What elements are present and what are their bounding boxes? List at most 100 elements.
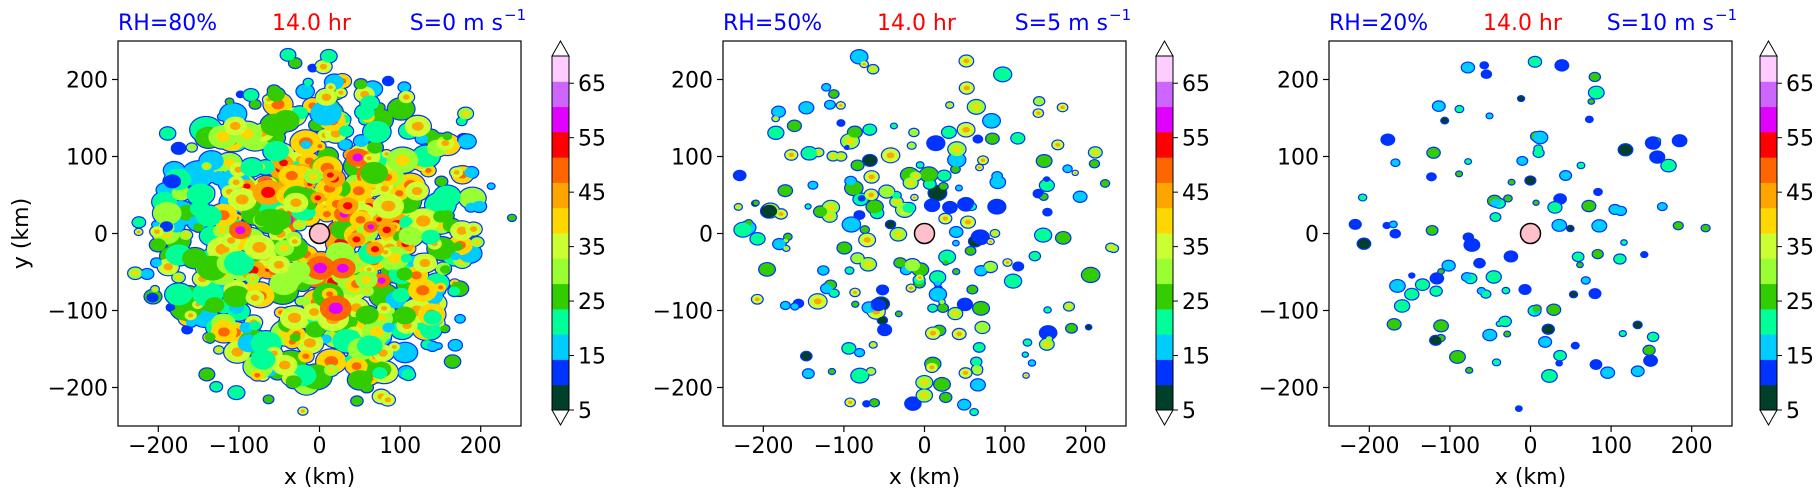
rain-cell xyxy=(223,250,255,276)
colorbar-segment xyxy=(1760,258,1777,285)
rain-cell xyxy=(927,136,945,150)
rain-cell-core xyxy=(376,217,382,222)
rain-cell xyxy=(1438,269,1444,274)
rain-cell-core xyxy=(187,313,194,318)
rain-cell xyxy=(934,280,941,286)
rain-cell xyxy=(1481,70,1491,78)
colorbar-extend-max xyxy=(1759,39,1778,57)
rain-cell xyxy=(1631,366,1644,376)
rain-cell-core xyxy=(235,194,249,205)
colorbar-segment xyxy=(552,283,569,310)
rain-cell xyxy=(1533,200,1539,205)
colorbar-segment xyxy=(552,308,569,335)
x-tick-label: −200 xyxy=(1339,434,1399,459)
colorbar-tick-label: 5 xyxy=(578,399,592,424)
rain-cell-core xyxy=(1055,142,1061,147)
rain-cell xyxy=(1554,194,1566,204)
rain-cell xyxy=(218,113,227,121)
colorbar-tick-label: 15 xyxy=(1786,345,1814,370)
rain-cell xyxy=(396,267,413,281)
rain-cell xyxy=(1499,316,1511,326)
rain-cell xyxy=(1011,133,1025,144)
rain-cell xyxy=(973,135,983,143)
rain-cell-core xyxy=(279,360,291,370)
rain-cell xyxy=(866,200,883,214)
rain-cell xyxy=(953,241,959,246)
rain-cell-core xyxy=(279,244,289,252)
rain-cell xyxy=(842,343,856,354)
rain-cell-core xyxy=(322,211,331,218)
rain-cell-core xyxy=(416,215,431,227)
colorbar-segment xyxy=(1760,131,1777,158)
rain-cell xyxy=(863,155,877,166)
colorbar-tick-label: 45 xyxy=(578,181,606,206)
colorbar-segment xyxy=(1760,81,1777,108)
rain-cell xyxy=(943,260,949,265)
rain-cell-core xyxy=(290,198,302,208)
rain-cell xyxy=(983,114,1000,128)
rain-cell-core xyxy=(920,392,928,399)
rain-cell xyxy=(1590,360,1602,369)
title-shear: S=0 m s xyxy=(410,11,503,36)
rain-cell xyxy=(267,85,281,96)
rain-cell xyxy=(939,183,948,190)
x-tick-label: 0 xyxy=(1524,434,1538,459)
rain-cell xyxy=(975,321,990,333)
rain-cell xyxy=(902,202,916,214)
x-tick-label: −100 xyxy=(1420,434,1480,459)
rain-cell xyxy=(132,217,146,228)
rain-cell xyxy=(487,183,495,189)
rain-cell-core xyxy=(342,202,353,210)
x-tick-label: 200 xyxy=(1671,434,1713,459)
rain-cell xyxy=(937,303,948,312)
rain-cell xyxy=(1035,228,1052,242)
rain-cell xyxy=(1039,179,1054,191)
rain-cell-core xyxy=(754,297,760,302)
rain-cell xyxy=(924,179,936,189)
rain-cell xyxy=(1387,319,1401,330)
colorbar-tick-label: 35 xyxy=(578,236,606,261)
storm-center-marker xyxy=(308,222,331,245)
rain-cell xyxy=(351,396,363,406)
rain-cell xyxy=(920,167,938,182)
rain-cell xyxy=(848,126,862,138)
rain-cell xyxy=(1081,268,1100,282)
rain-cell xyxy=(973,343,985,352)
rain-cell xyxy=(1395,300,1410,312)
rain-cell-core xyxy=(1074,171,1077,174)
rain-cell xyxy=(1525,176,1536,185)
colorbar-segment xyxy=(1156,106,1173,133)
rain-cell xyxy=(851,368,869,383)
rain-cell xyxy=(1516,406,1522,411)
rain-cell xyxy=(1383,223,1390,228)
rain-cell xyxy=(822,84,831,91)
rain-cell xyxy=(808,181,818,189)
rain-cell xyxy=(1450,351,1465,363)
rain-cell xyxy=(781,302,790,309)
colorbar-segment xyxy=(1760,233,1777,259)
colorbar-tick-label: 5 xyxy=(1786,399,1800,424)
rain-cell xyxy=(909,128,919,137)
rain-cell xyxy=(1046,336,1053,342)
rain-field xyxy=(1348,55,1711,412)
rain-cell xyxy=(141,269,154,279)
rain-cell xyxy=(1490,213,1501,221)
rain-cell xyxy=(434,343,442,349)
rain-cell-core xyxy=(377,277,386,284)
rain-cell xyxy=(1577,162,1585,169)
rain-cell xyxy=(878,324,892,335)
rain-cell xyxy=(821,283,833,294)
y-tick-label: −100 xyxy=(48,300,108,325)
colorbar-segment xyxy=(1156,207,1173,234)
rain-cell xyxy=(1532,305,1541,312)
rain-cell xyxy=(1508,179,1515,185)
rain-cell xyxy=(829,289,839,297)
rain-cell xyxy=(818,266,829,275)
colorbar-segment xyxy=(1760,207,1777,234)
rain-cell-core xyxy=(216,348,221,352)
colorbar-segment xyxy=(1156,384,1173,411)
rain-cell-core xyxy=(868,174,875,180)
rain-cell xyxy=(750,233,765,245)
colorbar-tick-label: 65 xyxy=(1182,72,1210,97)
rain-cell xyxy=(761,204,778,218)
